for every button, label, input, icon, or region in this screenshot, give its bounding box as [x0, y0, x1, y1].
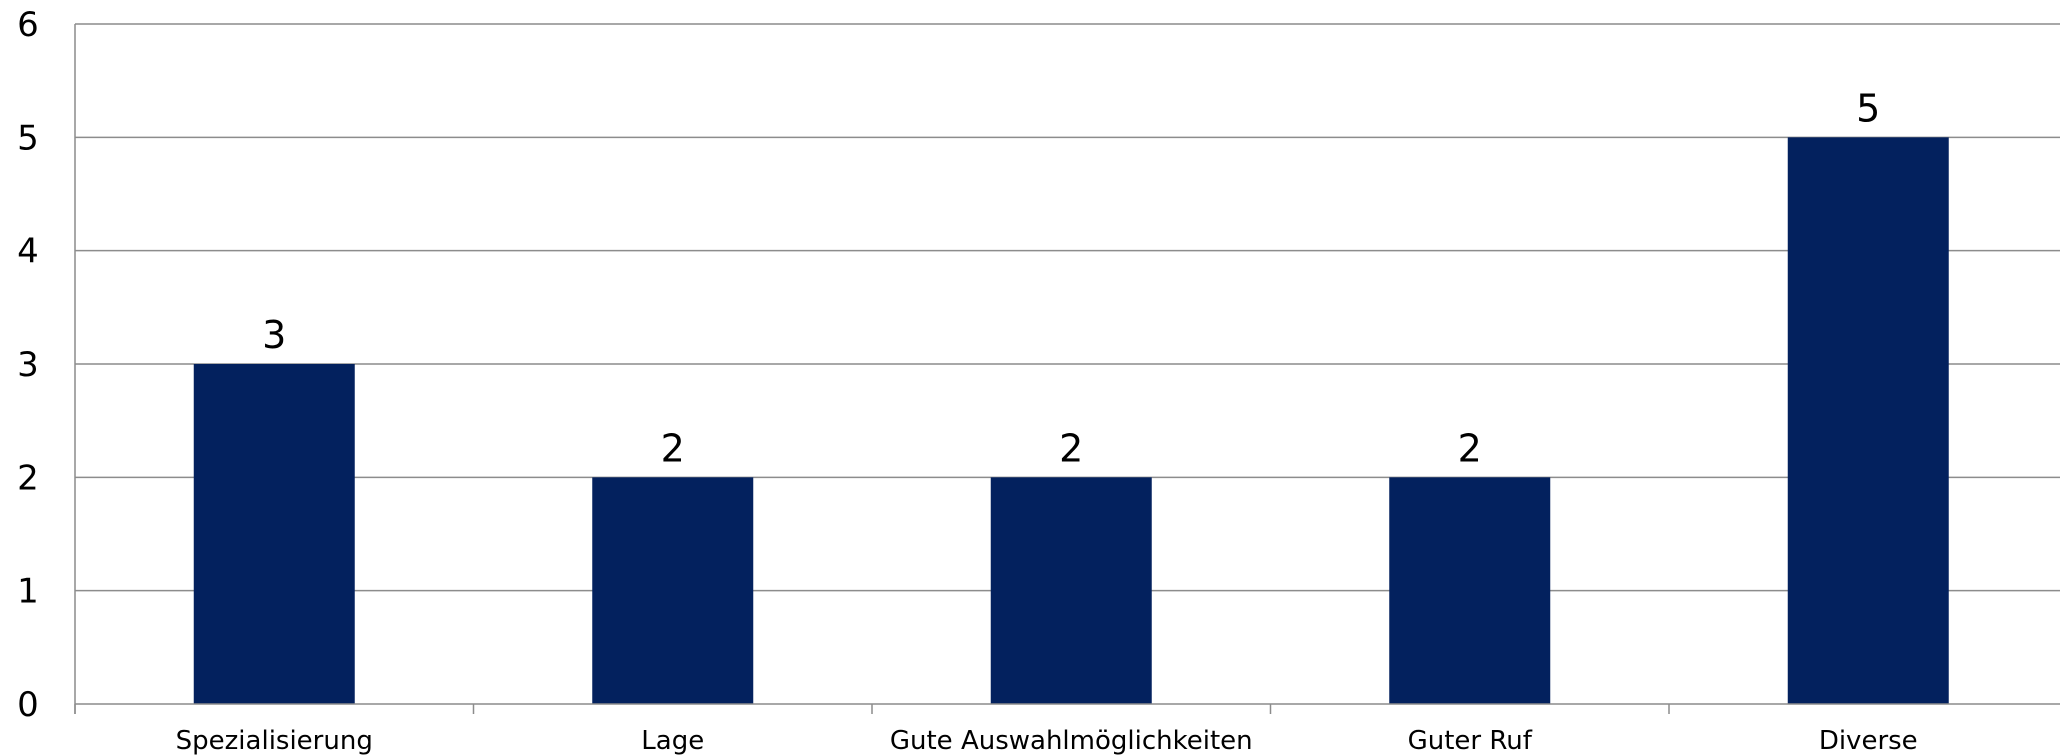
data-label: 2 — [1059, 426, 1083, 470]
x-tick-label: Lage — [641, 726, 704, 755]
bar — [592, 477, 754, 704]
data-label: 3 — [262, 313, 286, 357]
y-tick-label: 2 — [17, 458, 39, 498]
y-tick-label: 3 — [17, 345, 39, 385]
bars — [193, 137, 1949, 705]
gridlines — [75, 23, 2060, 592]
bar — [1389, 477, 1551, 704]
y-tick-labels: 0 1 2 3 4 5 6 — [17, 5, 39, 725]
y-tick-label: 4 — [17, 232, 39, 272]
x-tick-labels: Spezialisierung Lage Gute Auswahlmöglichke… — [176, 726, 1918, 755]
y-tick-label: 0 — [17, 685, 39, 725]
data-label: 5 — [1856, 86, 1880, 130]
bar — [193, 364, 355, 704]
data-label: 2 — [1458, 426, 1482, 470]
axes — [74, 24, 2060, 714]
bar — [990, 477, 1152, 704]
data-label: 2 — [661, 426, 685, 470]
x-tick-label: Spezialisierung — [176, 726, 373, 755]
x-tick-label: Guter Ruf — [1408, 726, 1533, 755]
bar — [1787, 137, 1949, 705]
y-tick-label: 1 — [17, 572, 39, 612]
y-tick-label: 5 — [17, 118, 39, 158]
data-labels: 3 2 2 2 5 — [262, 86, 1880, 470]
x-tick-label: Gute Auswahlmöglichkeiten — [890, 726, 1253, 755]
y-tick-label: 6 — [17, 5, 39, 45]
x-tick-label: Diverse — [1819, 726, 1918, 755]
